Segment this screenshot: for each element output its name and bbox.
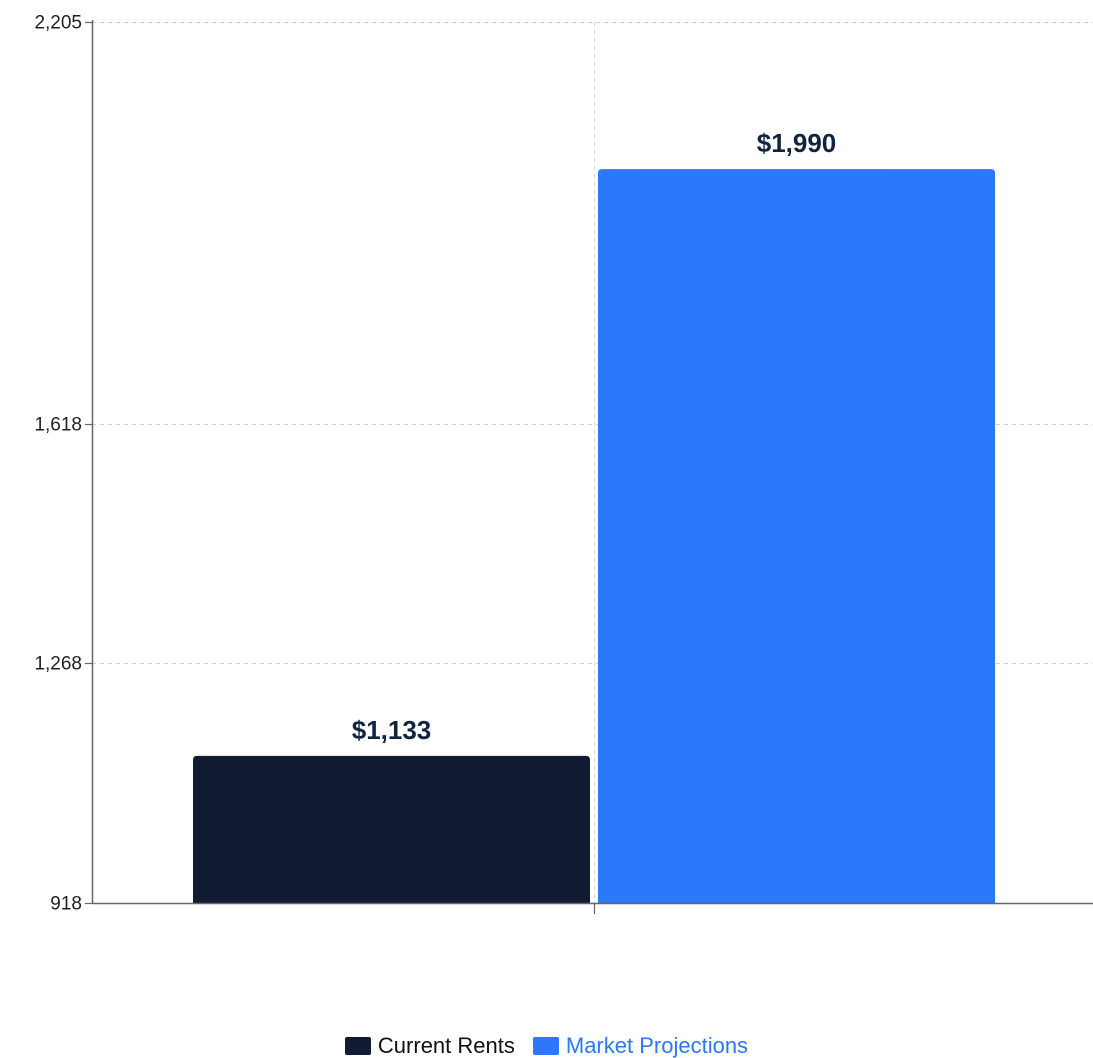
axes: 2,205 1,618 1,268 918	[34, 13, 1093, 915]
y-tick-label: 1,268	[34, 654, 82, 675]
data-labels: $1,133 $1,990	[352, 128, 837, 745]
bar-market-projections	[598, 169, 995, 903]
legend-swatch	[344, 1037, 371, 1055]
y-tick-label: 918	[50, 894, 82, 915]
bars	[193, 169, 995, 903]
y-tick-label: 2,205	[34, 13, 82, 34]
rent-comparison-chart: 2,205 1,618 1,268 918 $1,133 $1,990	[34, 13, 1093, 915]
legend-item-market-projections[interactable]: Market Projections	[532, 1033, 749, 1058]
data-label-current-rents: $1,133	[352, 715, 432, 745]
chart-legend: Current Rents Market Projections	[0, 1034, 1093, 1058]
bar-current-rents	[193, 755, 590, 903]
y-tick-label: 1,618	[34, 415, 82, 436]
legend-label: Current Rents	[377, 1033, 515, 1058]
legend-swatch	[532, 1037, 559, 1055]
data-label-market-projections: $1,990	[757, 128, 837, 158]
legend-item-current-rents[interactable]: Current Rents	[344, 1033, 515, 1058]
legend-label: Market Projections	[565, 1033, 749, 1058]
